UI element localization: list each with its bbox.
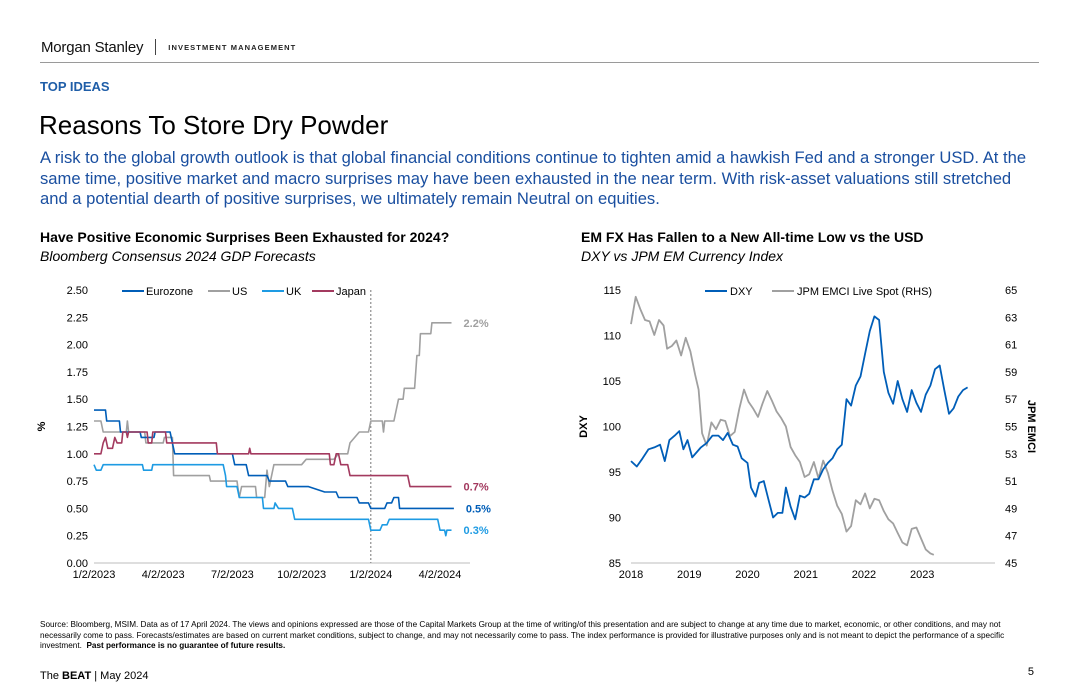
chart1-legend-japan: Japan <box>336 286 366 298</box>
chart2-y-tick-5: 110 <box>603 331 621 343</box>
chart1-end-label-eurozone: 0.5% <box>466 503 491 515</box>
chart1-legend-eurozone: Eurozone <box>146 286 193 298</box>
chart1-series-eurozone <box>94 409 454 510</box>
chart2-x-tick-3: 2021 <box>793 569 817 581</box>
chart1-end-label-us: 2.2% <box>464 318 489 330</box>
chart1-y-tick-3: 0.75 <box>67 476 88 488</box>
footer-the: The <box>40 670 59 682</box>
chart1-x-tick-1: 4/2/2023 <box>142 569 185 581</box>
chart2-y2-tick-3: 51 <box>1005 476 1017 488</box>
footer-beat: BEAT <box>62 670 92 682</box>
chart2-y-tick-6: 115 <box>603 285 621 297</box>
page-title: Reasons To Store Dry Powder <box>39 110 389 140</box>
chart2-x-tick-2: 2020 <box>735 569 759 581</box>
chart2-y2-tick-4: 53 <box>1005 449 1017 461</box>
header-rule <box>40 62 1039 63</box>
chart1-legend-uk: UK <box>286 286 302 298</box>
chart2-series-dxy <box>630 315 969 521</box>
chart2-y2-tick-2: 49 <box>1005 503 1017 515</box>
chart1-series-japan <box>94 431 452 488</box>
chart1-y-tick-8: 2.00 <box>67 340 88 352</box>
chart2-y-label: DXY <box>578 415 590 438</box>
source-disclaimer: Past performance is no guarantee of futu… <box>86 641 286 650</box>
chart2-y2-tick-0: 45 <box>1005 558 1017 570</box>
lead-paragraph: A risk to the global growth outlook is t… <box>40 148 1027 208</box>
chart1-y-tick-4: 1.00 <box>67 449 88 461</box>
chart1-y-tick-0: 0.00 <box>67 558 88 570</box>
chart2-y2-label: JPM EMCI <box>1025 400 1037 453</box>
fx-chart: 85 90 95 100 105 110 115 45 47 49 51 53 55 57 59 61 63 65… <box>578 285 1037 581</box>
chart1-y-tick-5: 1.25 <box>67 422 88 434</box>
chart2-y-tick-2: 95 <box>609 467 621 479</box>
footer: The BEAT | May 2024 <box>40 670 148 682</box>
brand-logo: Morgan Stanley <box>41 38 144 56</box>
section-label: TOP IDEAS <box>40 79 110 94</box>
chart1-x-tick-3: 10/2/2023 <box>277 569 326 581</box>
page-number: 5 <box>1027 666 1034 678</box>
chart1-x-tick-2: 7/2/2023 <box>211 569 254 581</box>
chart1-y-tick-10: 2.50 <box>67 285 88 297</box>
gdp-forecast-chart: 0.00 0.25 0.50 0.75 1.00 1.25 1.50 1.75 2.00 2.25… <box>36 285 491 581</box>
footer-sep: | <box>94 670 98 682</box>
chart1-y-label: % <box>36 421 48 431</box>
chart1-x-tick-0: 1/2/2023 <box>73 569 116 581</box>
chart2-title: EM FX Has Fallen to a New All-time Low v… <box>581 229 924 245</box>
chart2-y2-tick-6: 57 <box>1005 394 1017 406</box>
brand-subtitle: INVESTMENT MANAGEMENT <box>168 42 297 52</box>
source-note: Source: Bloomberg, MSIM. Data as of 17 A… <box>40 620 1040 652</box>
chart1-y-tick-7: 1.75 <box>67 367 88 379</box>
chart1-x-tick-5: 4/2/2024 <box>419 569 462 581</box>
chart1-y-tick-9: 2.25 <box>67 312 88 324</box>
chart2-x-tick-1: 2019 <box>677 569 701 581</box>
chart1-y-tick-2: 0.50 <box>67 503 88 515</box>
chart1-series-us <box>94 322 452 499</box>
chart2-y2-tick-1: 47 <box>1005 531 1017 543</box>
footer-date: May 2024 <box>100 670 149 682</box>
header: Morgan Stanley INVESTMENT MANAGEMENT <box>41 36 296 58</box>
source-text: Source: Bloomberg, MSIM. Data as of 17 A… <box>40 620 1005 650</box>
chart2-x-tick-0: 2018 <box>619 569 643 581</box>
chart2-y-tick-1: 90 <box>609 513 621 525</box>
chart2-legend-jpm-emci-live-spot-rhs: JPM EMCI Live Spot (RHS) <box>797 286 932 298</box>
chart2-x-tick-4: 2022 <box>852 569 876 581</box>
chart1-y-tick-1: 0.25 <box>67 531 88 543</box>
chart1-subtitle: Bloomberg Consensus 2024 GDP Forecasts <box>40 248 316 264</box>
chart1-title: Have Positive Economic Surprises Been Ex… <box>40 229 450 245</box>
chart1-series-uk <box>93 463 452 537</box>
chart2-y2-tick-10: 65 <box>1005 285 1017 297</box>
chart2-y2-tick-5: 55 <box>1005 422 1017 434</box>
chart1-end-label-uk: 0.3% <box>464 525 489 537</box>
chart2-y-tick-4: 105 <box>603 376 621 388</box>
chart2-y2-tick-9: 63 <box>1005 312 1017 324</box>
chart1-legend-us: US <box>232 286 247 298</box>
chart2-subtitle: DXY vs JPM EM Currency Index <box>581 248 784 264</box>
chart1-x-tick-4: 1/2/2024 <box>349 569 392 581</box>
brand-divider <box>155 39 157 55</box>
chart2-series-jpm-emci-live-spot-rhs <box>630 295 935 556</box>
chart2-y-tick-3: 100 <box>603 422 621 434</box>
chart1-end-label-japan: 0.7% <box>464 482 489 494</box>
chart2-legend-dxy: DXY <box>730 286 753 298</box>
chart2-y-tick-0: 85 <box>609 558 621 570</box>
chart2-x-tick-5: 2023 <box>910 569 934 581</box>
chart2-y2-tick-7: 59 <box>1005 367 1017 379</box>
chart1-y-tick-6: 1.50 <box>67 394 88 406</box>
chart2-y2-tick-8: 61 <box>1005 340 1017 352</box>
